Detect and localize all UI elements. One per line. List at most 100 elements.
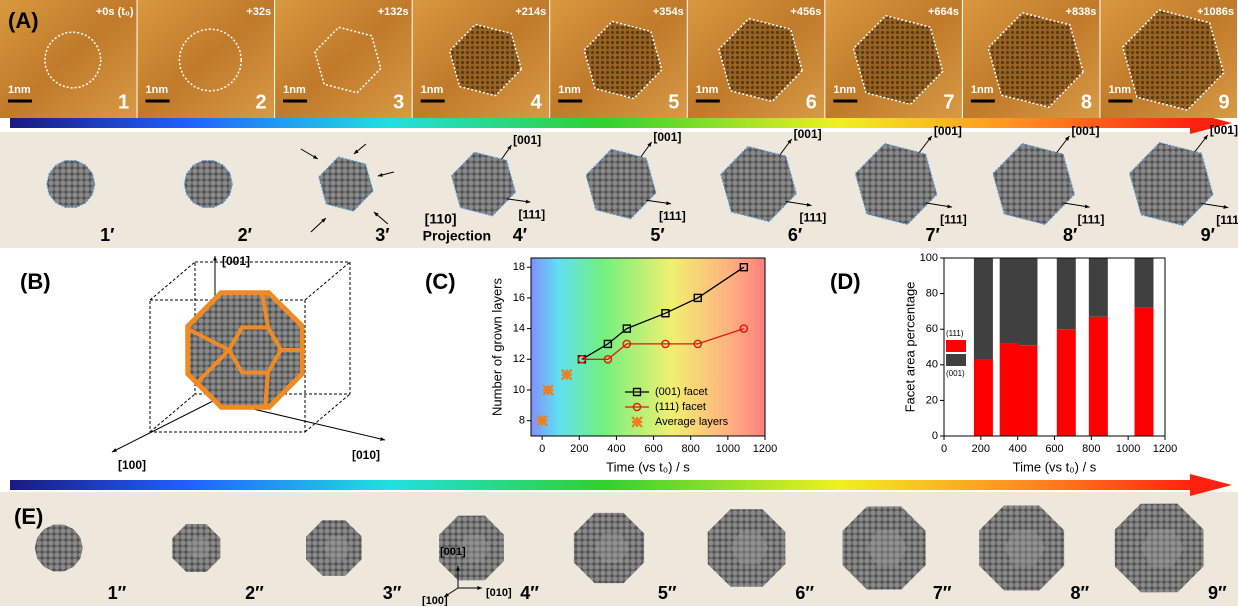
scale-bar-label: 1nm	[833, 84, 856, 96]
bar-segment	[1089, 258, 1108, 317]
scale-bar-label: 1nm	[1108, 84, 1131, 96]
model-label: 6′	[788, 225, 802, 245]
bar-segment	[1057, 258, 1076, 329]
x-tick-label: 800	[682, 443, 700, 455]
direction-label: [111]	[1078, 212, 1105, 226]
frame-time: +32s	[246, 6, 271, 18]
frame-number: 1	[118, 91, 129, 113]
panel-label: (E)	[14, 504, 43, 529]
bar-segment	[974, 258, 993, 359]
frame-time: +456s	[790, 6, 821, 18]
y-tick-label: 16	[513, 292, 525, 304]
frame-number: 9	[1218, 91, 1229, 113]
panel-label: (B)	[20, 269, 51, 294]
arrow-head	[213, 256, 217, 261]
frame-number: 3	[393, 91, 404, 113]
scale-bar-label: 1nm	[971, 84, 994, 96]
panel-label: (D)	[830, 269, 861, 294]
legend-label: (111) facet	[655, 401, 706, 413]
bar-segment	[1000, 343, 1019, 436]
y-tick-label: 14	[513, 322, 525, 334]
bar-segment	[1018, 258, 1037, 345]
y-tick-label: 10	[513, 384, 525, 396]
model-label: 1′	[100, 225, 114, 245]
model-label: 9″	[1208, 583, 1227, 603]
model-label: 9′	[1201, 225, 1215, 245]
legend-label: (111)	[946, 329, 964, 338]
x-tick-label: 600	[1045, 443, 1063, 455]
frame-time: +1086s	[1197, 6, 1234, 18]
marker	[537, 416, 547, 426]
legend-marker	[632, 417, 642, 427]
model-label: 8′	[1063, 225, 1077, 245]
direction-label: [111]	[940, 212, 967, 226]
frame-number: 6	[806, 91, 817, 113]
time-arrow	[10, 480, 1195, 490]
cube-edge	[150, 262, 195, 300]
legend-label: Average layers	[655, 416, 729, 428]
direction-label: [001]	[653, 130, 681, 144]
x-tick-label: 600	[644, 443, 662, 455]
y-tick-label: 80	[926, 288, 938, 300]
x-tick-label: 200	[972, 443, 990, 455]
bar-segment	[1000, 258, 1019, 343]
model-label: 5″	[658, 583, 677, 603]
model-label: 2″	[245, 583, 264, 603]
x-tick-label: 0	[539, 443, 545, 455]
frame-time: +132s	[378, 6, 409, 18]
y-tick-label: 100	[920, 252, 938, 264]
bar-segment	[1057, 329, 1076, 436]
model-label: 8″	[1070, 583, 1089, 603]
x-tick-label: 1000	[1116, 443, 1140, 455]
direction-label: [111]	[800, 211, 827, 225]
frame-number: 5	[668, 91, 679, 113]
scale-bar-label: 1nm	[558, 84, 581, 96]
x-tick-label: 400	[1008, 443, 1026, 455]
frame-time: +664s	[928, 6, 959, 18]
bar-segment	[1135, 308, 1154, 436]
model-label: 1″	[108, 583, 127, 603]
x-axis-label: Time (vs t₀) / s	[606, 459, 690, 474]
legend-swatch	[946, 354, 966, 366]
x-tick-label: 400	[607, 443, 625, 455]
y-tick-label: 8	[519, 415, 525, 427]
frame-time: +838s	[1066, 6, 1097, 18]
y-axis-label: Number of grown layers	[489, 278, 504, 416]
projection-axis: [110]	[425, 211, 457, 227]
direction-label: [111]	[518, 207, 545, 221]
model-label: 2′	[238, 225, 252, 245]
axis-label: [100]	[422, 595, 448, 606]
bar-segment	[1089, 317, 1108, 436]
direction-label: [111]	[1216, 213, 1238, 227]
axis-label: [010]	[486, 587, 512, 599]
scale-bar-label: 1nm	[8, 84, 31, 96]
atom-model	[47, 161, 95, 208]
direction-label: [001]	[794, 127, 822, 141]
bar-segment	[974, 359, 993, 436]
frame-number: 4	[531, 91, 543, 113]
legend-label: (001)	[946, 369, 965, 378]
y-tick-label: 60	[926, 323, 938, 335]
direction-label: [001]	[934, 124, 962, 138]
direction-label: [001]	[1071, 124, 1099, 138]
y-tick-label: 40	[926, 359, 938, 371]
axis-label: [100]	[118, 458, 146, 472]
legend-swatch	[946, 340, 966, 352]
frame-time: +0s (t₀)	[96, 6, 134, 18]
axis-label: [010]	[352, 448, 380, 462]
x-tick-label: 0	[941, 443, 947, 455]
frame-number: 7	[943, 91, 954, 113]
atom-model	[184, 161, 232, 208]
model-label: 5′	[650, 225, 664, 245]
bar-segment	[1135, 258, 1154, 308]
arrow	[112, 400, 215, 452]
x-tick-label: 800	[1082, 443, 1100, 455]
y-tick-label: 0	[932, 430, 938, 442]
x-tick-label: 1200	[1153, 443, 1177, 455]
model-label: 3″	[383, 583, 402, 603]
frame-time: +354s	[653, 6, 684, 18]
projection-word: Projection	[423, 228, 491, 244]
panel-label: (A)	[8, 8, 39, 33]
y-tick-label: 18	[513, 261, 525, 273]
marker	[562, 370, 572, 380]
